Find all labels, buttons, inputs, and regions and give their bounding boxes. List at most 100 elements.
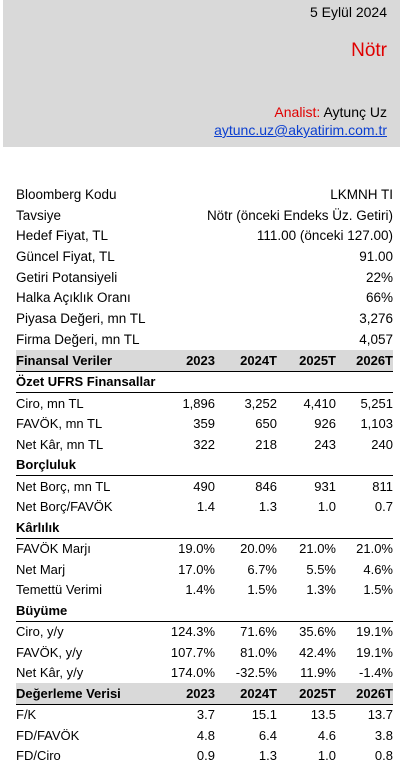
info-row: Halka Açıklık Oranı 66%	[16, 288, 393, 309]
table-row: FD/Ciro 0.9 1.3 1.0 0.8	[16, 746, 393, 767]
row-value: 846	[255, 478, 277, 494]
row-value: 1.5%	[363, 582, 393, 598]
year-header: 2023	[141, 350, 215, 372]
section-heading-row: Kârlılık	[16, 517, 393, 539]
table-header-label: Finansal Veriler	[16, 350, 141, 372]
row-value: 926	[314, 416, 336, 432]
info-label: Halka Açıklık Oranı	[16, 290, 131, 306]
table-header-row: Değerleme Verisi 2023 2024T 2025T 2026T	[16, 683, 393, 705]
info-label: Piyasa Değeri, mn TL	[16, 311, 146, 327]
info-row: Hedef Fiyat, TL 111.00 (önceki 127.00)	[16, 226, 393, 247]
info-value: 66%	[365, 290, 393, 306]
row-label: Ciro, mn TL	[16, 395, 84, 411]
row-value: 4.6%	[363, 561, 393, 577]
info-label: Güncel Fiyat, TL	[16, 249, 115, 265]
section-title: Borçluluk	[16, 454, 393, 476]
row-value: 4,410	[303, 395, 336, 411]
row-label: FD/FAVÖK	[16, 727, 80, 743]
info-row: Tavsiye Nötr (önceki Endeks Üz. Getiri)	[16, 206, 393, 227]
analyst-label: Analist:	[274, 104, 321, 120]
row-value: 1,103	[360, 416, 393, 432]
year-header: 2023	[141, 683, 215, 705]
row-label: FAVÖK, y/y	[16, 644, 83, 660]
section-title: Büyüme	[16, 600, 393, 622]
row-label: FAVÖK Marjı	[16, 541, 91, 557]
row-value: 811	[372, 478, 393, 494]
info-value: LKMNH TI	[330, 187, 393, 202]
year-header: 2026T	[336, 683, 393, 705]
info-row: Piyasa Değeri, mn TL 3,276	[16, 309, 393, 330]
row-value: 490	[193, 478, 215, 494]
row-label: FD/Ciro	[16, 748, 61, 764]
financial-table: Finansal Veriler 2023 2024T 2025T 2026T Özet …	[16, 350, 393, 766]
row-value: 1.3%	[306, 582, 336, 598]
info-label: Getiri Potansiyeli	[16, 269, 118, 285]
table-row: F/K 3.7 15.1 13.5 13.7	[16, 704, 393, 725]
table-row: Ciro, y/y 124.3% 71.6% 35.6% 19.1%	[16, 621, 393, 642]
year-header: 2025T	[277, 350, 336, 372]
row-value: 3.8	[374, 727, 393, 743]
info-row: Getiri Potansiyeli 22%	[16, 268, 393, 289]
row-label: Net Borç, mn TL	[16, 478, 111, 494]
row-value: 0.9	[196, 748, 215, 764]
row-label: Ciro, y/y	[16, 624, 64, 640]
info-label: Tavsiye	[16, 207, 62, 223]
row-value: 21.0%	[299, 541, 336, 557]
stock-info-list: Bloomberg Kodu LKMNH TI Tavsiye Nötr (öncek…	[16, 185, 393, 351]
year-header: 2026T	[336, 350, 393, 372]
table-row: Net Kâr, y/y 174.0% -32.5% 11.9% -1.4%	[16, 663, 393, 684]
year-header: 2025T	[277, 683, 336, 705]
row-value: 4.6	[317, 727, 336, 743]
table-row: Net Borç, mn TL 490 846 931 811	[16, 476, 393, 497]
row-value: 1.4%	[185, 582, 215, 598]
info-label: Bloomberg Kodu	[16, 187, 117, 202]
row-value: 124.3%	[170, 624, 215, 640]
info-row: Firma Değeri, mn TL 4,057	[16, 330, 393, 351]
table-row: Net Borç/FAVÖK 1.4 1.3 1.0 0.7	[16, 497, 393, 518]
row-value: 21.0%	[356, 541, 393, 557]
row-value: 11.9%	[300, 665, 336, 681]
table-header-row: Finansal Veriler 2023 2024T 2025T 2026T	[16, 350, 393, 372]
table-header-label: Değerleme Verisi	[16, 683, 141, 705]
row-value: 6.4	[258, 727, 277, 743]
info-value: 91.00	[359, 249, 393, 265]
row-value: 19.0%	[178, 541, 215, 557]
row-value: -1.4%	[359, 665, 393, 681]
info-row: Bloomberg Kodu LKMNH TI	[16, 185, 393, 206]
analyst-line: Analist: Aytunç Uz	[274, 104, 387, 120]
table-row: Temettü Verimi 1.4% 1.5% 1.3% 1.5%	[16, 580, 393, 601]
info-value: 111.00 (önceki 127.00)	[256, 228, 393, 244]
info-label: Firma Değeri, mn TL	[16, 331, 140, 347]
row-value: 3,252	[244, 395, 277, 411]
info-value: 4,057	[359, 331, 393, 347]
row-value: 4.8	[196, 727, 215, 743]
table-row: FAVÖK, mn TL 359 650 926 1,103	[16, 414, 393, 435]
row-label: F/K	[16, 707, 37, 723]
info-value: Nötr (önceki Endeks Üz. Getiri)	[206, 207, 393, 223]
section-heading-row: Borçluluk	[16, 454, 393, 476]
row-label: FAVÖK, mn TL	[16, 416, 103, 432]
row-value: 3.7	[196, 707, 215, 723]
info-row: Güncel Fiyat, TL 91.00	[16, 247, 393, 268]
section-heading-row: Büyüme	[16, 600, 393, 622]
row-value: 0.7	[374, 499, 393, 515]
row-value: 0.8	[374, 748, 393, 764]
row-value: 71.6%	[240, 624, 277, 640]
row-label: Net Kâr, mn TL	[16, 436, 104, 452]
row-value: 1.0	[317, 748, 336, 764]
row-value: 1.5%	[247, 582, 277, 598]
row-value: 1.3	[258, 748, 277, 764]
row-value: 243	[314, 436, 336, 452]
row-value: 322	[193, 436, 215, 452]
row-value: 1.0	[317, 499, 336, 515]
row-value: 359	[193, 416, 215, 432]
row-label: Net Marj	[16, 561, 66, 577]
analyst-email-link[interactable]: aytunc.uz@akyatirim.com.tr	[214, 122, 387, 138]
info-label: Hedef Fiyat, TL	[16, 228, 109, 244]
row-label: Net Kâr, y/y	[16, 665, 84, 681]
table-row: Net Kâr, mn TL 322 218 243 240	[16, 434, 393, 455]
section-title: Özet UFRS Finansallar	[16, 371, 393, 393]
table-row: FAVÖK Marjı 19.0% 20.0% 21.0% 21.0%	[16, 538, 393, 559]
table-row: FD/FAVÖK 4.8 6.4 4.6 3.8	[16, 725, 393, 746]
table-row: Ciro, mn TL 1,896 3,252 4,410 5,251	[16, 393, 393, 414]
